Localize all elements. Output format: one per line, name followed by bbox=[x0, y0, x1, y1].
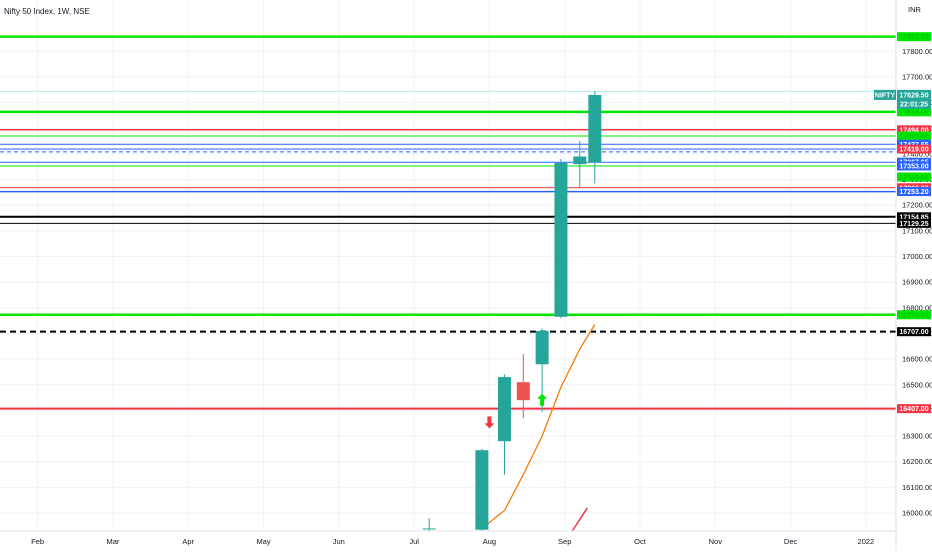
candle-body bbox=[516, 382, 530, 401]
x-tick-label: Feb bbox=[31, 537, 44, 546]
price-badge bbox=[897, 139, 931, 149]
x-tick-label: Oct bbox=[634, 537, 647, 546]
y-tick-label: 16600.00 bbox=[902, 355, 932, 364]
price-badges: 17857.0017564.0017494.0017470.0017437.65… bbox=[874, 32, 931, 414]
price-badge bbox=[897, 327, 931, 337]
y-tick-label: 16500.00 bbox=[902, 380, 932, 389]
y-tick-label: 16900.00 bbox=[902, 278, 932, 287]
price-badge-label: 17857.00 bbox=[899, 34, 928, 41]
x-tick-label: Nov bbox=[709, 537, 723, 546]
price-badge bbox=[897, 161, 931, 171]
candle-body bbox=[422, 528, 436, 530]
price-badge-label: 16707.00 bbox=[899, 329, 928, 336]
price-badge-label: 17470.00 bbox=[899, 133, 928, 140]
ema-line bbox=[481, 324, 596, 529]
y-tick-label: 17400.00 bbox=[902, 149, 932, 158]
price-badge bbox=[897, 310, 931, 320]
candle-body bbox=[554, 162, 568, 317]
y-tick-label: 17000.00 bbox=[902, 252, 932, 261]
price-badge-label: 16773.00 bbox=[899, 312, 928, 319]
candle-body bbox=[573, 156, 587, 165]
price-badge-label: 17494.00 bbox=[899, 127, 928, 134]
countdown-label: 22:01:25 bbox=[900, 101, 928, 108]
price-badge-label: 17353.00 bbox=[899, 163, 928, 170]
time-axis[interactable]: Feb Mar Apr May Jun Jul Aug Sep Oct Nov Dec 2022 bbox=[0, 530, 896, 546]
x-tick-label: Jun bbox=[333, 537, 345, 546]
x-tick-label: Jul bbox=[409, 537, 419, 546]
sell-arrow-icon bbox=[484, 416, 495, 429]
grid bbox=[0, 0, 896, 531]
x-tick-label: Apr bbox=[182, 537, 194, 546]
currency-label: INR bbox=[908, 5, 922, 14]
current-price-badge bbox=[897, 89, 931, 109]
price-badge bbox=[897, 32, 931, 42]
price-badge bbox=[897, 125, 931, 135]
x-tick-label: May bbox=[256, 537, 270, 546]
x-tick-label: Sep bbox=[558, 537, 571, 546]
x-tick-label: Dec bbox=[784, 537, 798, 546]
price-badge bbox=[897, 172, 931, 182]
price-badge bbox=[897, 144, 931, 154]
y-tick-label: 17800.00 bbox=[902, 47, 932, 56]
buy-arrow-icon bbox=[537, 393, 548, 406]
price-badge bbox=[897, 131, 931, 141]
price-badge bbox=[897, 107, 931, 117]
y-tick-label: 17700.00 bbox=[902, 72, 932, 81]
x-tick-label: Aug bbox=[483, 537, 496, 546]
trend-line bbox=[571, 507, 588, 532]
chart-title: Nifty 50 Index, 1W, NSE bbox=[4, 7, 90, 16]
price-badge-label: 17310.00 bbox=[899, 175, 928, 182]
price-badge-label: 17129.25 bbox=[899, 221, 928, 228]
y-tick-label: 16000.00 bbox=[902, 509, 932, 518]
price-badge-label: 16407.00 bbox=[899, 406, 928, 413]
symbol-badge bbox=[874, 89, 896, 100]
price-badge bbox=[897, 218, 931, 228]
current-price-label: 17629.50 bbox=[899, 92, 928, 99]
x-tick-label: 2022 bbox=[858, 537, 875, 546]
price-badge-label: 17419.00 bbox=[899, 147, 928, 154]
chart-header: Nifty 50 Index, 1W, NSE INR bbox=[4, 5, 922, 16]
y-tick-label: 16100.00 bbox=[902, 483, 932, 492]
y-tick-label: 16800.00 bbox=[902, 303, 932, 312]
price-badge bbox=[897, 212, 931, 222]
price-badge bbox=[897, 187, 931, 197]
candle-body bbox=[497, 377, 511, 442]
candle-body bbox=[475, 450, 489, 530]
x-tick-label: Mar bbox=[106, 537, 119, 546]
candle-body bbox=[535, 330, 549, 365]
price-badge-label: 17253.20 bbox=[899, 189, 928, 196]
candles bbox=[422, 91, 602, 531]
y-tick-label: 17200.00 bbox=[902, 201, 932, 210]
ema-layer bbox=[481, 324, 596, 532]
signal-markers bbox=[484, 393, 548, 429]
symbol-badge-label: NIFTY bbox=[875, 92, 896, 99]
price-axis[interactable]: 16000.0016100.0016200.0016300.0016400.00… bbox=[895, 0, 932, 550]
y-tick-label: 17100.00 bbox=[902, 226, 932, 235]
candle-body bbox=[588, 94, 602, 163]
level-lines bbox=[0, 35, 896, 410]
y-tick-label: 16300.00 bbox=[902, 432, 932, 441]
price-badge-label: 17154.85 bbox=[899, 214, 928, 221]
price-badge bbox=[897, 404, 931, 414]
y-tick-label: 16200.00 bbox=[902, 457, 932, 466]
price-badge-label: 17564.00 bbox=[899, 109, 928, 116]
